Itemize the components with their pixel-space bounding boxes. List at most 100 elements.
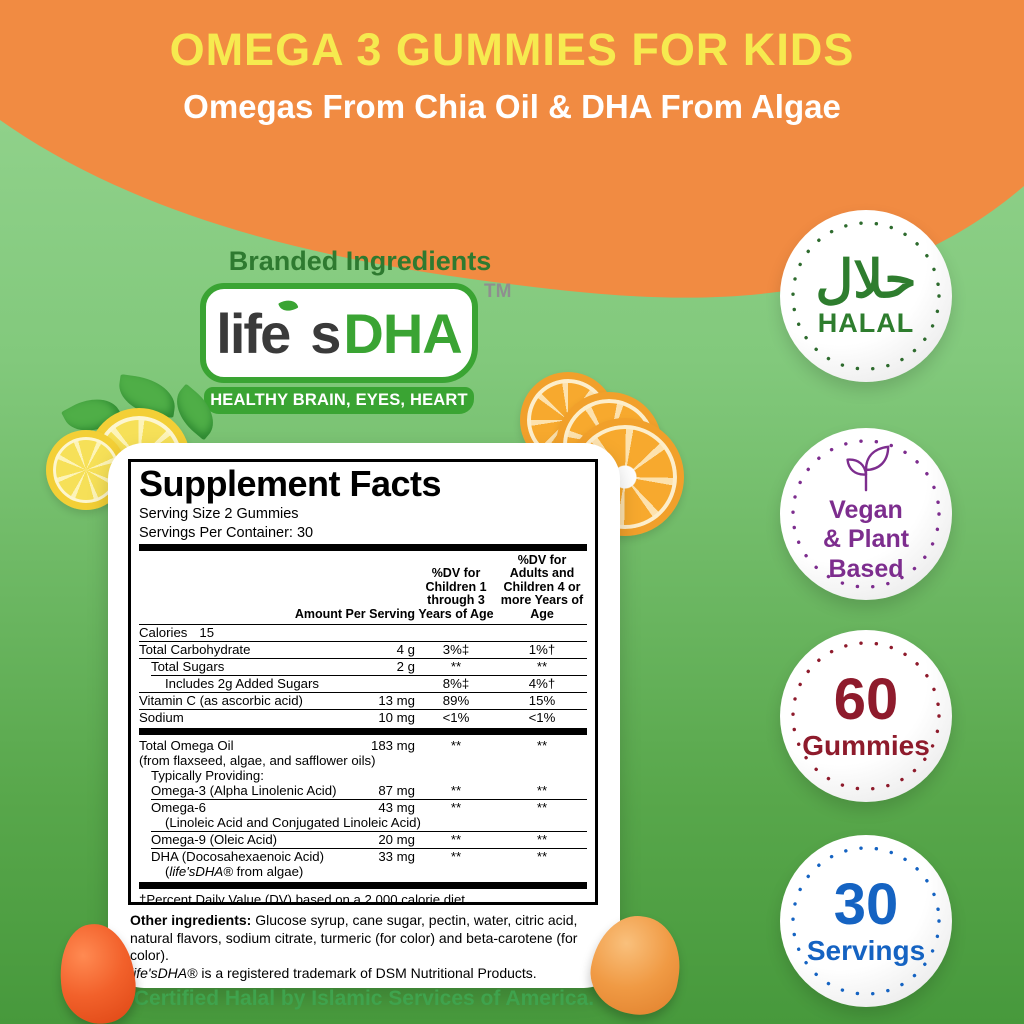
logo-text-life: life bbox=[216, 301, 291, 365]
dv-children: 8%‡ bbox=[442, 676, 470, 692]
servings-count-label: Servings bbox=[806, 934, 926, 966]
nutrient-amount bbox=[339, 676, 415, 691]
other-ingredients-text: Glucose syrup, cane sugar, pectin, water… bbox=[130, 912, 578, 963]
dv-children: ** bbox=[450, 849, 462, 865]
table-row: DHA (Docosahexaenoic Acid) 33 mg ** ** bbox=[139, 849, 587, 864]
halal-arabic-calligraphy: حلال bbox=[815, 250, 917, 309]
dv-adults: 15% bbox=[528, 693, 556, 709]
logo-text-dha: DHA bbox=[343, 301, 462, 365]
divider bbox=[151, 675, 587, 677]
table-row: Includes 2g Added Sugars 8%‡ 4%† bbox=[139, 676, 587, 691]
thick-divider bbox=[139, 728, 587, 736]
dv-adults: ** bbox=[536, 849, 548, 865]
nutrient-name: Includes 2g Added Sugars bbox=[165, 676, 319, 692]
gummies-count-badge: 60 Gummies bbox=[780, 630, 952, 802]
divider bbox=[139, 692, 587, 694]
servings-count-value: 30 bbox=[833, 871, 899, 937]
thick-divider bbox=[139, 543, 587, 551]
trademark-name: life'sDHA® bbox=[130, 964, 198, 981]
vegan-label-line2: & Plant bbox=[822, 525, 910, 554]
halal-badge: حلال HALAL bbox=[780, 210, 952, 382]
dotted-ring-icon bbox=[791, 846, 941, 996]
nutrient-name: Omega-9 (Oleic Acid) bbox=[151, 832, 278, 848]
logo-tagline-banner: HEALTHY BRAIN, EYES, HEART bbox=[204, 387, 474, 414]
trademark-symbol: TM bbox=[484, 281, 512, 302]
vegan-label-line1: Vegan bbox=[829, 495, 903, 524]
supplement-facts-panel: Supplement Facts Serving Size 2 Gummies … bbox=[128, 459, 598, 905]
dv-adults: 1%† bbox=[528, 642, 556, 658]
branded-ingredients-label: Branded Ingredients bbox=[228, 246, 492, 276]
servings-count-badge: 30 Servings bbox=[780, 835, 952, 1007]
nutrient-name: Omega-6 bbox=[151, 800, 206, 816]
nutrient-subtext: Typically Providing: bbox=[151, 768, 264, 784]
nutrient-amount: 20 mg bbox=[378, 832, 415, 848]
divider bbox=[151, 848, 587, 850]
calories-value: 15 bbox=[199, 625, 215, 641]
other-ingredients-label: Other ingredients: bbox=[130, 912, 252, 928]
nutrient-amount: 43 mg bbox=[378, 800, 415, 816]
calories-label: Calories bbox=[139, 625, 188, 641]
nutrient-name: DHA (Docosahexaenoic Acid) bbox=[151, 849, 324, 865]
supplement-facts-card: Supplement Facts Serving Size 2 Gummies … bbox=[108, 443, 620, 1010]
nutrient-amount: 2 g bbox=[396, 659, 415, 675]
dv-adults: 4%† bbox=[528, 676, 556, 692]
trademark-text: is a registered trademark of DSM Nutriti… bbox=[197, 964, 537, 981]
other-ingredients: Other ingredients: Glucose syrup, cane s… bbox=[128, 912, 600, 982]
table-row: Vitamin C (as ascorbic acid) 13 mg 89% 1… bbox=[139, 693, 587, 708]
dv-adults: ** bbox=[536, 832, 548, 848]
table-row: Total Sugars 2 g ** ** bbox=[139, 659, 587, 674]
halal-certification-line: Certified Halal by Islamic Services of A… bbox=[133, 987, 595, 1010]
serving-size: Serving Size 2 Gummies bbox=[139, 505, 299, 522]
nutrient-name: Sodium bbox=[139, 710, 184, 726]
divider bbox=[151, 799, 587, 801]
halal-label: HALAL bbox=[817, 307, 915, 338]
dv-children: <1% bbox=[442, 710, 470, 726]
dv-children: ** bbox=[450, 832, 462, 848]
nutrient-amount: 4 g bbox=[396, 642, 415, 658]
nutrient-subtext: (life'sDHA® from algae) bbox=[165, 864, 304, 880]
dv-adults: ** bbox=[536, 659, 548, 675]
divider bbox=[151, 831, 587, 833]
dv-adults: ** bbox=[536, 783, 548, 799]
gummies-count-label: Gummies bbox=[802, 729, 930, 761]
dv-adults: ** bbox=[536, 738, 548, 754]
dotted-ring-icon bbox=[791, 221, 941, 371]
dv-children: ** bbox=[450, 659, 462, 675]
servings-per-container: Servings Per Container: 30 bbox=[139, 524, 314, 541]
dv-children: ** bbox=[450, 783, 462, 799]
dotted-ring-icon bbox=[791, 641, 941, 791]
page-subtitle: Omegas From Chia Oil & DHA From Algae bbox=[183, 88, 841, 125]
nutrient-amount: 13 mg bbox=[378, 693, 415, 709]
dv-children: 3%‡ bbox=[442, 642, 470, 658]
dv-children: ** bbox=[450, 738, 462, 754]
nutrient-name: Total Sugars bbox=[151, 659, 225, 675]
table-row: Omega-3 (Alpha Linolenic Acid) 87 mg ** … bbox=[139, 783, 587, 798]
footnote: †Percent Daily Value (DV) based on a 2,0… bbox=[139, 892, 469, 905]
nutrient-name: Total Omega Oil bbox=[139, 738, 234, 754]
nutrient-subtext: (Linoleic Acid and Conjugated Linoleic A… bbox=[165, 815, 421, 831]
divider bbox=[139, 658, 587, 660]
calories-row: Calories 15 bbox=[139, 625, 587, 640]
nutrient-name: Omega-3 (Alpha Linolenic Acid) bbox=[151, 783, 337, 799]
nutrient-amount: 33 mg bbox=[378, 849, 415, 865]
nutrient-amount: 87 mg bbox=[378, 783, 415, 799]
vegan-plant-based-badge: Vegan & Plant Based bbox=[780, 428, 952, 600]
vegan-label-line3: Based bbox=[828, 554, 904, 583]
dv-children: ** bbox=[450, 800, 462, 816]
table-header-row: Amount Per Serving %DV for Children 1 th… bbox=[139, 553, 587, 624]
table-row: Sodium 10 mg <1% <1% bbox=[139, 710, 587, 725]
header-wave-background bbox=[0, 0, 1024, 298]
nutrient-amount: 10 mg bbox=[378, 710, 415, 726]
dv-children: 89% bbox=[442, 693, 470, 709]
table-row: Omega-6 43 mg ** ** bbox=[139, 800, 587, 815]
divider bbox=[139, 709, 587, 711]
col-header-amount: Amount Per Serving bbox=[294, 606, 415, 621]
divider bbox=[139, 624, 587, 626]
nutrient-subtext: (from flaxseed, algae, and safflower oil… bbox=[139, 753, 376, 769]
gummies-count-value: 60 bbox=[833, 666, 899, 732]
page-title: OMEGA 3 GUMMIES FOR KIDS bbox=[169, 24, 855, 75]
divider bbox=[139, 641, 587, 643]
thick-divider bbox=[139, 882, 587, 890]
col-header-dv-children: %DV for Children 1 through 3 Years of Ag… bbox=[418, 566, 494, 621]
